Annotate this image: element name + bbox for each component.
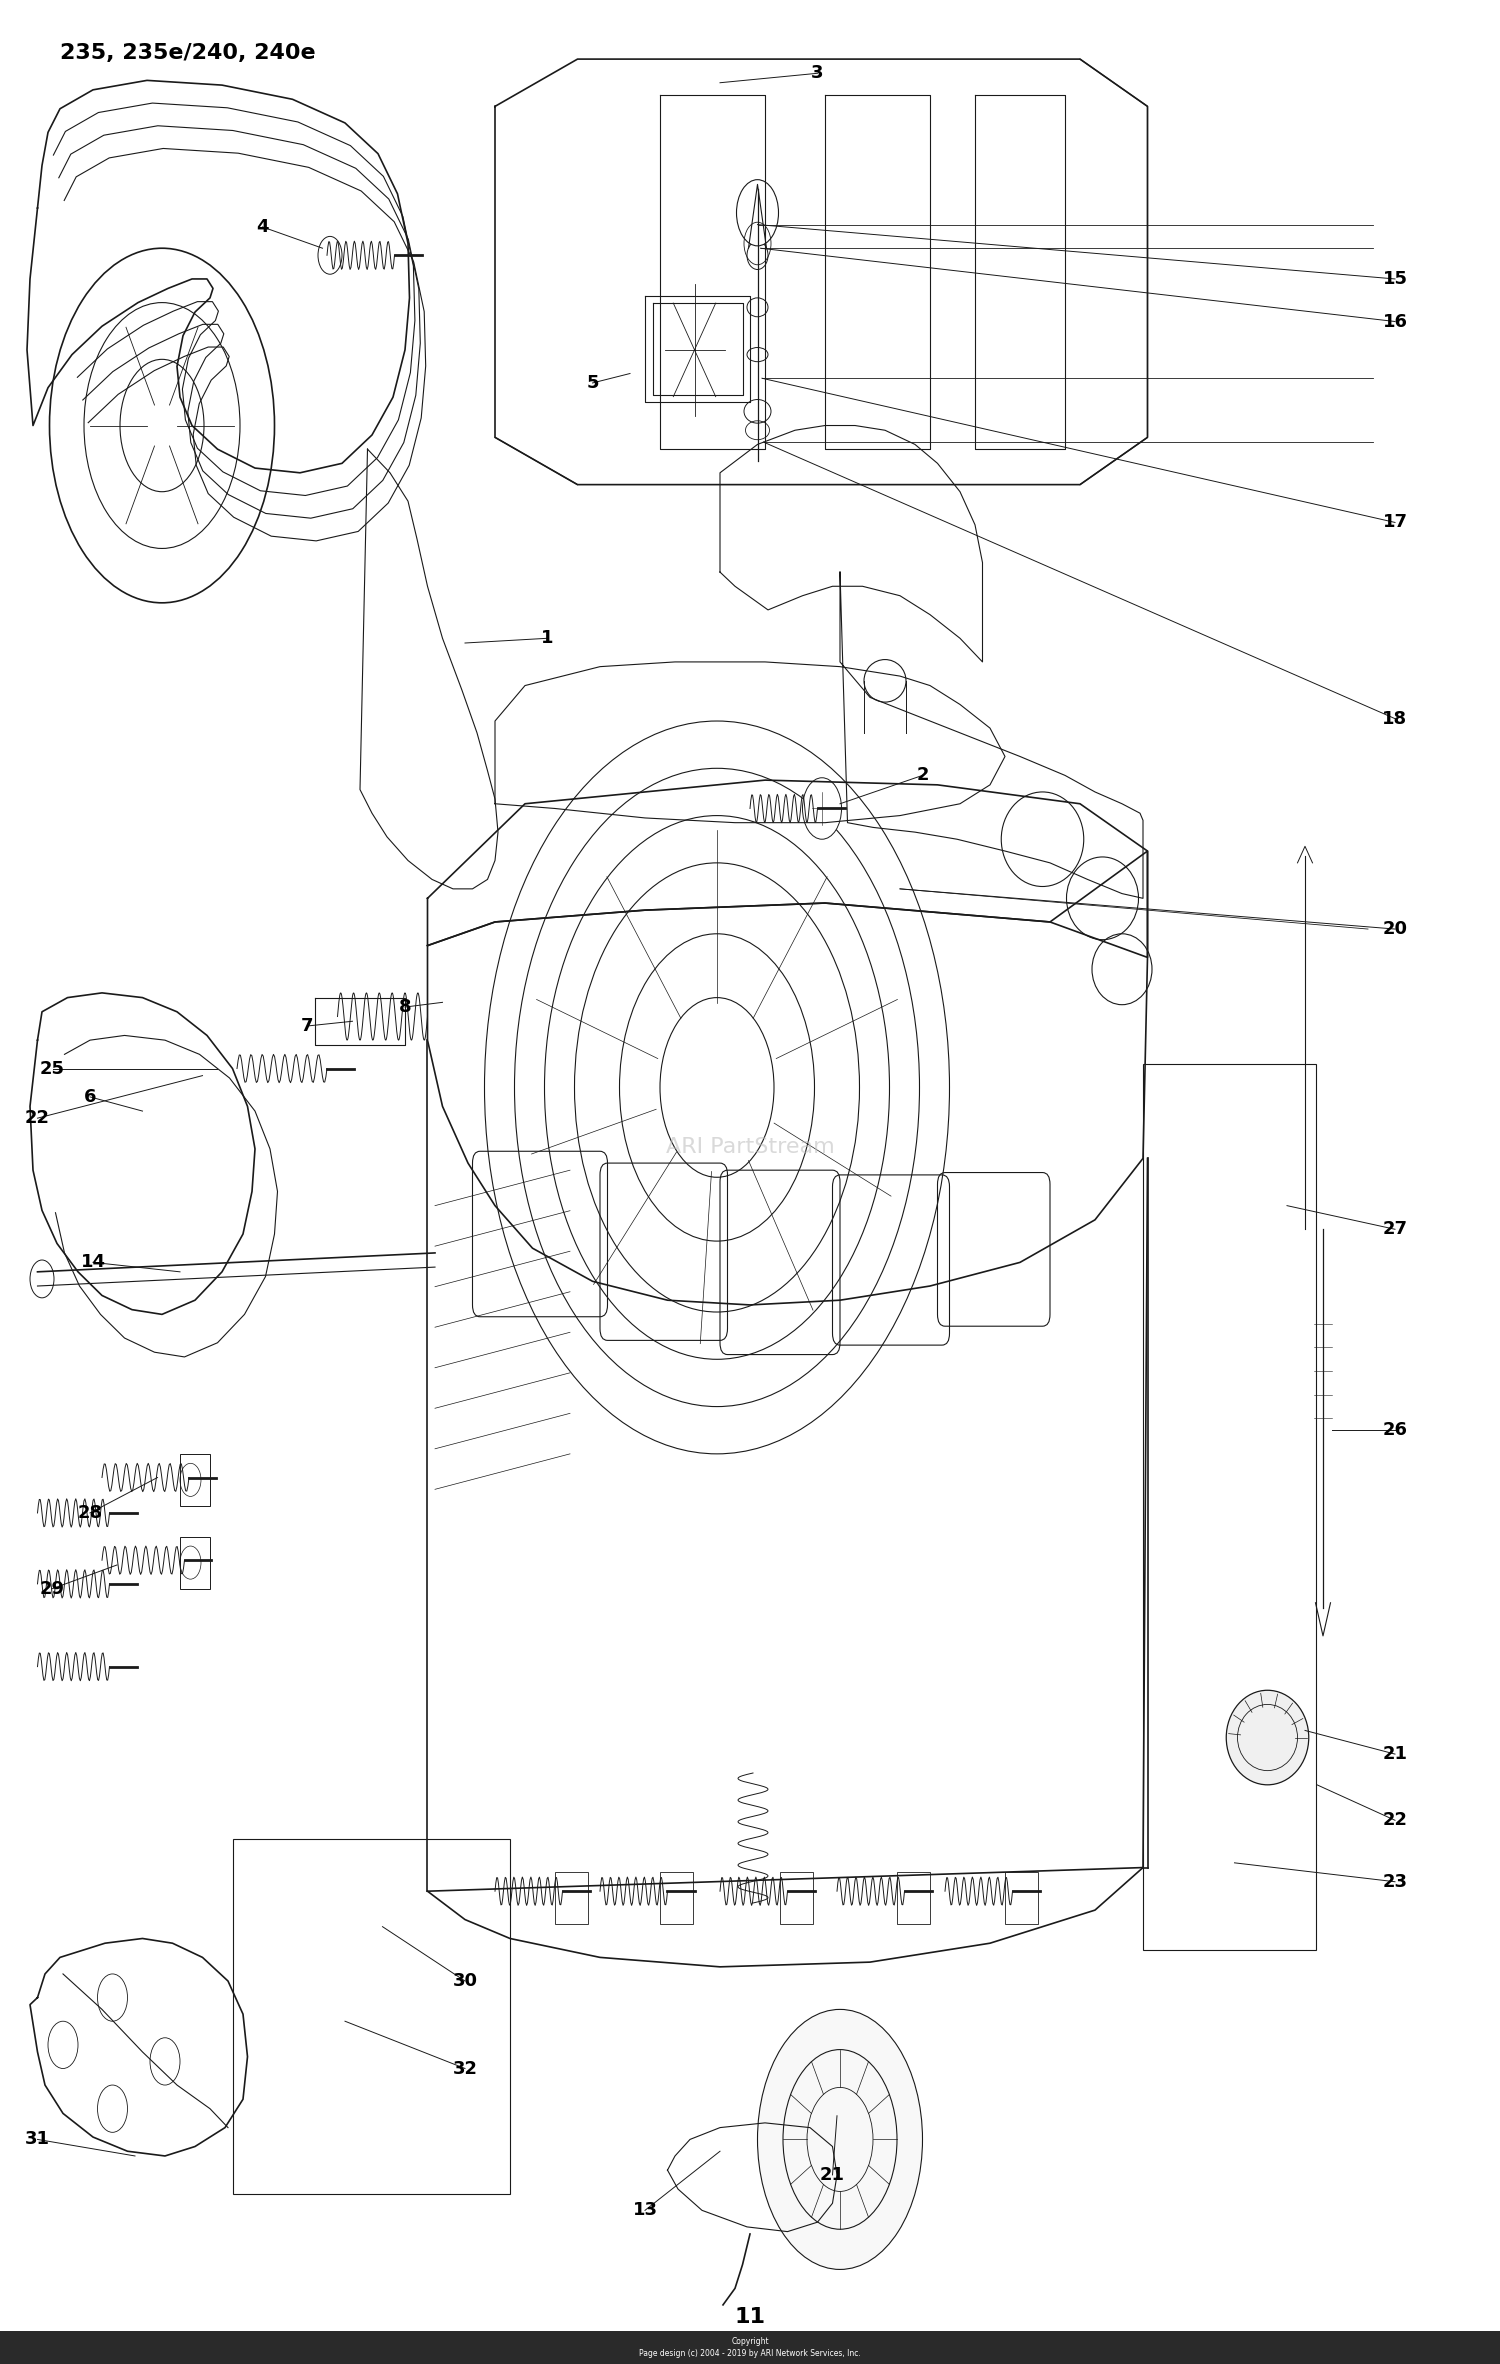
Text: 7: 7 (302, 1017, 313, 1035)
Text: 30: 30 (453, 1972, 477, 1990)
Text: 27: 27 (1383, 1220, 1407, 1239)
Text: 235, 235e/240, 240e: 235, 235e/240, 240e (60, 43, 315, 61)
Text: ARI PartStream: ARI PartStream (666, 1137, 834, 1156)
Text: 18: 18 (1383, 709, 1407, 728)
Text: 16: 16 (1383, 312, 1407, 331)
Text: 3: 3 (812, 64, 824, 83)
Bar (180, 1454, 210, 1506)
Text: 22: 22 (1383, 1811, 1407, 1830)
Ellipse shape (1227, 1690, 1308, 1785)
Text: 31: 31 (26, 2130, 50, 2149)
Text: 17: 17 (1383, 513, 1407, 532)
Bar (0, 2331, 1500, 2364)
Text: 21: 21 (821, 2165, 844, 2184)
Text: 32: 32 (453, 2059, 477, 2078)
Circle shape (802, 778, 842, 839)
Text: 26: 26 (1383, 1421, 1407, 1440)
Bar (555, 1872, 588, 1924)
Text: 15: 15 (1383, 269, 1407, 288)
Text: 22: 22 (26, 1109, 50, 1128)
Circle shape (736, 180, 778, 246)
Text: 13: 13 (633, 2201, 657, 2220)
Bar (1005, 1872, 1038, 1924)
Bar (660, 1872, 693, 1924)
Text: 5: 5 (586, 374, 598, 392)
Text: 14: 14 (81, 1253, 105, 1272)
Text: 1: 1 (542, 629, 554, 648)
Text: 2: 2 (916, 766, 928, 785)
Text: 4: 4 (256, 217, 268, 236)
Text: 25: 25 (40, 1059, 64, 1078)
Circle shape (758, 2009, 922, 2269)
Text: 6: 6 (84, 1087, 96, 1106)
Bar (232, 1839, 510, 2194)
Text: Copyright
Page design (c) 2004 - 2019 by ARI Network Services, Inc.: Copyright Page design (c) 2004 - 2019 by… (639, 2338, 861, 2357)
Bar (780, 1872, 813, 1924)
Text: 11: 11 (735, 2307, 765, 2326)
Text: 29: 29 (40, 1579, 64, 1598)
Bar (1143, 1064, 1316, 1950)
Bar (180, 1537, 210, 1589)
Text: 28: 28 (78, 1504, 102, 1522)
Text: 23: 23 (1383, 1872, 1407, 1891)
Text: 21: 21 (1383, 1745, 1407, 1764)
Text: 20: 20 (1383, 920, 1407, 939)
Text: 8: 8 (399, 998, 411, 1017)
Bar (897, 1872, 930, 1924)
